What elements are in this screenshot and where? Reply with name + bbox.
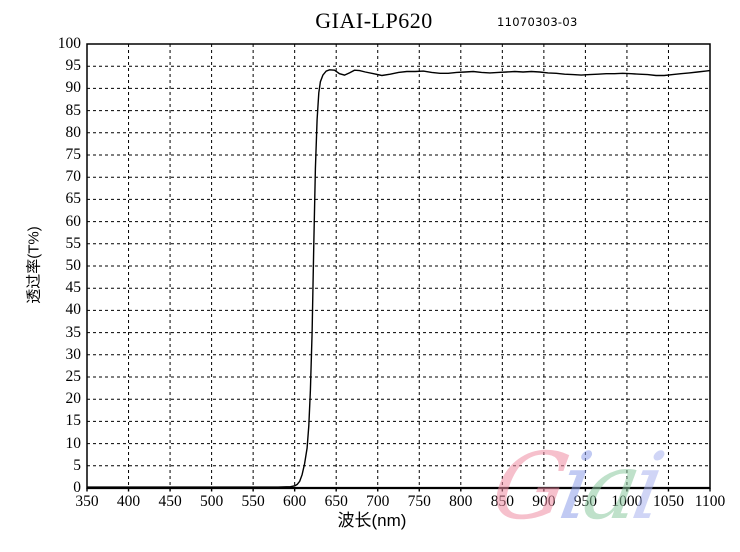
y-tick-label: 25 xyxy=(65,368,82,385)
y-tick-label: 45 xyxy=(65,279,82,297)
y-tick-label: 15 xyxy=(65,412,82,430)
y-tick-label: 80 xyxy=(65,123,82,141)
x-tick-label: 800 xyxy=(449,493,473,510)
y-tick-label: 55 xyxy=(65,234,82,252)
y-tick-label: 35 xyxy=(65,323,82,341)
x-tick-label: 900 xyxy=(532,493,556,510)
x-tick-label: 750 xyxy=(407,493,431,510)
y-tick-label: 60 xyxy=(65,212,82,230)
x-axis-title: 波长(nm) xyxy=(337,511,407,530)
y-tick-label: 5 xyxy=(73,456,81,474)
x-tick-label: 600 xyxy=(283,493,307,510)
x-tick-label: 650 xyxy=(324,493,348,510)
y-tick-label: 50 xyxy=(65,257,82,274)
x-tick-label: 850 xyxy=(490,493,514,510)
chart-title: GIAI-LP620 xyxy=(315,8,433,33)
x-tick-label: 1100 xyxy=(694,493,726,510)
x-tick-label: 700 xyxy=(366,493,390,510)
x-tick-label: 950 xyxy=(573,493,598,510)
x-tick-label: 550 xyxy=(241,493,265,510)
y-tick-label: 65 xyxy=(65,190,82,208)
x-tick-label: 1050 xyxy=(652,493,684,510)
transmittance-curve xyxy=(87,69,711,488)
x-tick-label: 500 xyxy=(199,493,224,510)
doc-number-label: 11070303-03 xyxy=(497,15,578,29)
y-tick-label: 40 xyxy=(65,301,82,319)
y-tick-label: 75 xyxy=(65,146,82,163)
x-tick-label: 1000 xyxy=(611,493,643,510)
y-tick-label: 30 xyxy=(65,345,82,363)
y-tick-label: 90 xyxy=(65,79,82,97)
y-tick-label: 10 xyxy=(65,434,82,452)
y-tick-label: 0 xyxy=(73,479,81,496)
x-tick-label: 350 xyxy=(75,493,99,510)
y-tick-label: 85 xyxy=(65,101,82,119)
y-tick-label: 70 xyxy=(65,168,82,186)
x-tick-label: 400 xyxy=(116,493,141,510)
y-tick-label: 20 xyxy=(65,390,82,408)
x-tick-label: 450 xyxy=(158,493,182,510)
y-tick-label: 95 xyxy=(65,57,82,75)
y-tick-label: 100 xyxy=(57,35,81,52)
